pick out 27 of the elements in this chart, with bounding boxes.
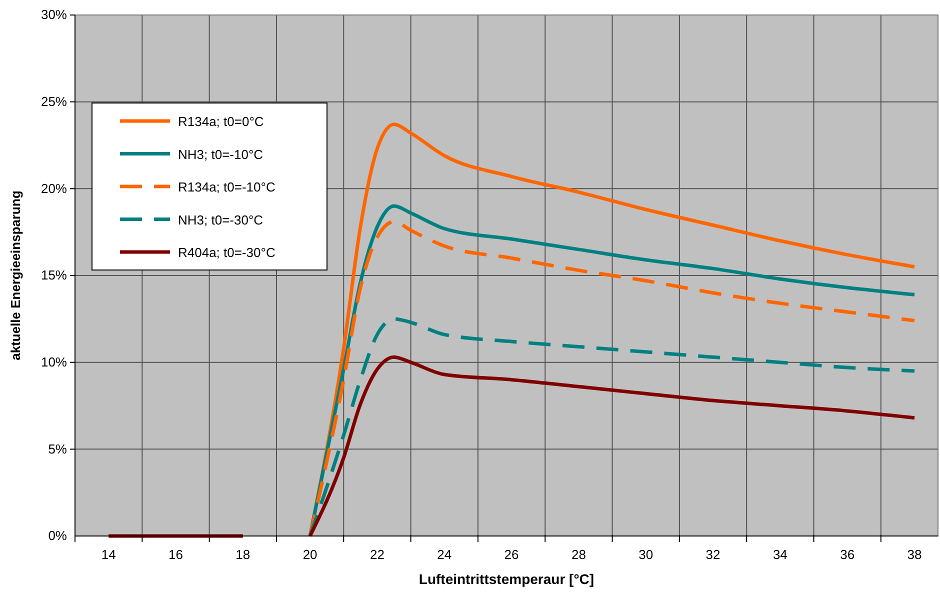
- legend-label: R134a; t0=0°C: [178, 114, 264, 129]
- legend-label: R134a; t0=-10°C: [178, 180, 276, 194]
- y-tick-label: 15%: [40, 268, 68, 283]
- x-tick-label: 30: [638, 547, 654, 562]
- x-tick-label: 16: [168, 547, 183, 562]
- y-tick-label: 30%: [40, 7, 68, 22]
- x-axis-title: Lufteintrittstemperaur [°C]: [418, 571, 594, 587]
- x-tick-label: 18: [236, 547, 250, 562]
- x-tick-label: 32: [706, 547, 720, 562]
- x-tick-label: 28: [571, 547, 586, 562]
- x-tick-label: 22: [370, 547, 384, 562]
- x-tick-label: 14: [101, 547, 116, 562]
- x-tick-label: 38: [907, 547, 922, 562]
- y-tick-label: 5%: [48, 441, 68, 456]
- legend-label: NH3; t0=-30°C: [178, 212, 264, 228]
- x-tick-label: 36: [840, 547, 855, 562]
- x-tick-label: 26: [504, 547, 519, 562]
- y-tick-label: 10%: [40, 354, 68, 370]
- legend-label: NH3; t0=-10°C: [178, 146, 264, 162]
- y-tick-label: 0%: [48, 528, 68, 544]
- x-tick-label: 24: [437, 547, 452, 562]
- x-tick-label: 20: [302, 547, 318, 562]
- y-tick-label: 25%: [40, 94, 68, 109]
- y-axis-title: aktuelle Energieeinsparung: [8, 190, 23, 360]
- legend-label: R404a; t0=-30°C: [178, 245, 276, 260]
- y-tick-label: 20%: [40, 180, 68, 196]
- x-tick-label: 34: [772, 547, 788, 562]
